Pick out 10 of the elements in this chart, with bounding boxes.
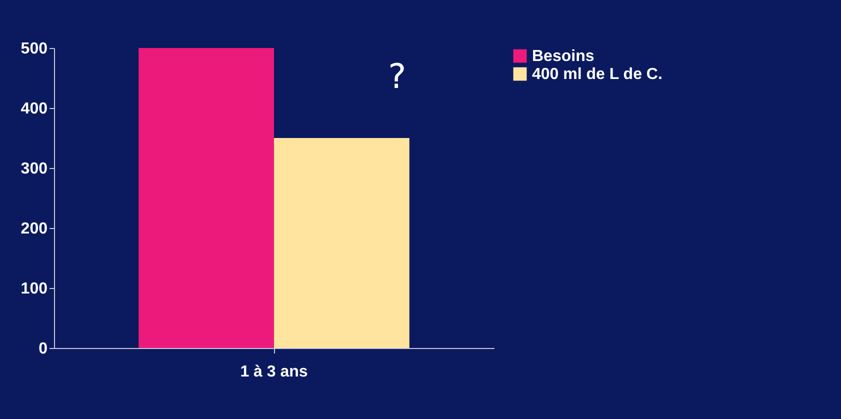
y-tick-label: 400 (20, 100, 48, 118)
y-tick-label: 500 (20, 40, 48, 58)
y-tick-label: 100 (20, 280, 48, 298)
legend-label: Besoins (532, 48, 594, 65)
y-tick-label: 200 (20, 220, 48, 238)
x-tick-label: 1 à 3 ans (240, 364, 308, 380)
annotation: ? (388, 57, 406, 97)
y-tick-label: 300 (20, 160, 48, 178)
y-tick-label: 0 (38, 340, 48, 358)
legend-label: 400 ml de L de C. (532, 66, 662, 83)
